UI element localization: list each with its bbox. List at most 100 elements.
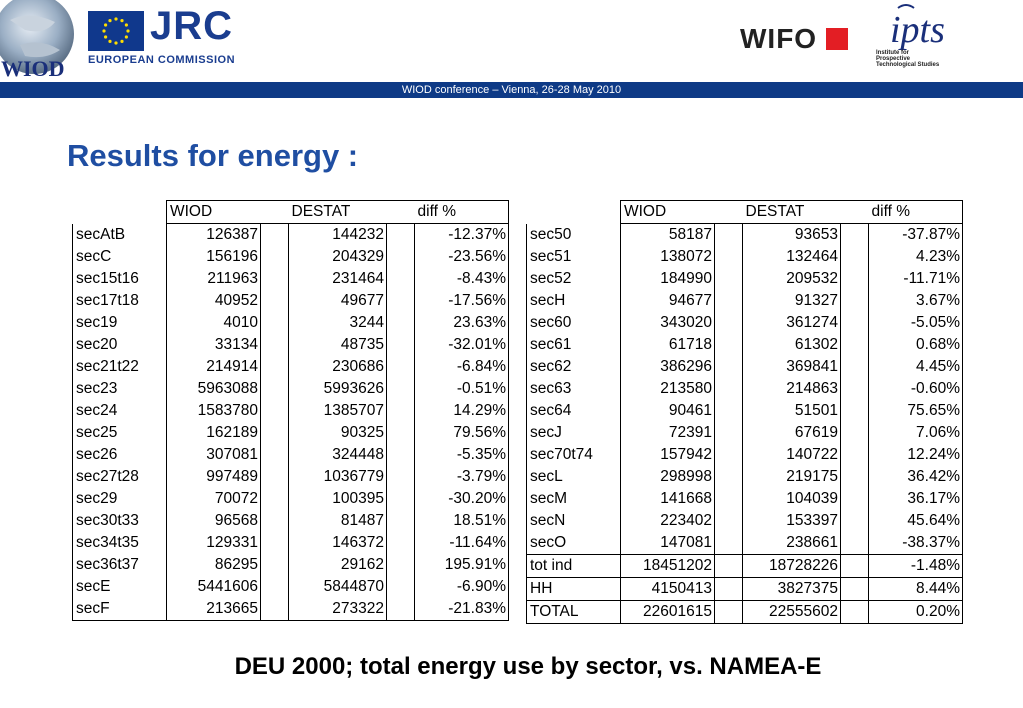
destat-cell: 51501	[742, 400, 841, 422]
diff-cell: 75.65%	[868, 400, 963, 422]
sector-cell: sec64	[526, 400, 621, 422]
gap-cell	[260, 576, 289, 598]
wiod-cell: 157942	[620, 444, 715, 466]
sector-cell: sec34t35	[72, 532, 167, 554]
sector-cell: secH	[526, 290, 621, 312]
gap-cell	[714, 532, 743, 555]
gap-cell	[714, 268, 743, 290]
gap-cell	[714, 246, 743, 268]
table-row: sec20 33134 48735 -32.01%	[72, 334, 509, 356]
sector-cell: sec27t28	[72, 466, 167, 488]
wiod-cell: 33134	[166, 334, 261, 356]
sector-cell: sec26	[72, 444, 167, 466]
gap-cell	[260, 400, 289, 422]
destat-cell: 231464	[288, 268, 387, 290]
destat-cell: 140722	[742, 444, 841, 466]
diff-cell: 12.24%	[868, 444, 963, 466]
gap-cell	[260, 510, 289, 532]
svg-text:ipts: ipts	[890, 9, 945, 51]
sector-cell: sec52	[526, 268, 621, 290]
destat-cell: 1036779	[288, 466, 387, 488]
destat-cell: 3827375	[742, 577, 841, 601]
wiod-cell: 86295	[166, 554, 261, 576]
sector-cell: sec70t74	[526, 444, 621, 466]
gap-cell	[714, 488, 743, 510]
diff-cell: 45.64%	[868, 510, 963, 532]
gap-cell	[386, 312, 415, 334]
gap-cell	[714, 312, 743, 334]
destat-cell: 100395	[288, 488, 387, 510]
gap-cell	[386, 576, 415, 598]
destat-cell: 146372	[288, 532, 387, 554]
gap-cell	[840, 312, 869, 334]
gap-cell	[386, 200, 415, 224]
sector-cell: secN	[526, 510, 621, 532]
diff-cell: -8.43%	[414, 268, 509, 290]
diff-cell: -38.37%	[868, 532, 963, 555]
destat-cell: 22555602	[742, 600, 841, 624]
table-row: sec27t28 997489 1036779 -3.79%	[72, 466, 509, 488]
gap-cell	[714, 577, 743, 601]
table-row: sec62 386296 369841 4.45%	[526, 356, 963, 378]
sector-cell: tot ind	[526, 554, 621, 578]
destat-cell: 273322	[288, 598, 387, 621]
gap-cell	[840, 223, 869, 246]
gap-cell	[386, 444, 415, 466]
table-row: secC 156196 204329 -23.56%	[72, 246, 509, 268]
destat-cell: 3244	[288, 312, 387, 334]
table-row: sec17t18 40952 49677 -17.56%	[72, 290, 509, 312]
diff-cell: 36.17%	[868, 488, 963, 510]
sector-cell: sec63	[526, 378, 621, 400]
diff-cell: -23.56%	[414, 246, 509, 268]
sector-cell: sec25	[72, 422, 167, 444]
gap-cell	[840, 466, 869, 488]
table-row: secAtB 126387 144232 -12.37%	[72, 223, 509, 246]
wiod-cell: 90461	[620, 400, 715, 422]
gap-cell	[260, 223, 289, 246]
gap-cell	[260, 268, 289, 290]
diff-cell: -21.83%	[414, 598, 509, 621]
wiod-cell: 129331	[166, 532, 261, 554]
diff-cell: 195.91%	[414, 554, 509, 576]
wiod-cell: 5441606	[166, 576, 261, 598]
sector-cell: TOTAL	[526, 600, 621, 624]
page-title: Results for energy :	[67, 138, 359, 173]
column-header: WIOD	[166, 200, 261, 224]
svg-text:WIOD: WIOD	[1, 56, 65, 80]
sector-cell: sec62	[526, 356, 621, 378]
gap-cell	[714, 600, 743, 624]
wiod-cell: 96568	[166, 510, 261, 532]
gap-cell	[386, 466, 415, 488]
gap-cell	[714, 378, 743, 400]
diff-cell: 4.45%	[868, 356, 963, 378]
wiod-cell: 40952	[166, 290, 261, 312]
sector-cell: sec30t33	[72, 510, 167, 532]
diff-cell: -11.71%	[868, 268, 963, 290]
caption: DEU 2000; total energy use by sector, vs…	[234, 653, 822, 680]
table-row: secE 5441606 5844870 -6.90%	[72, 576, 509, 598]
gap-cell	[714, 200, 743, 224]
table-row: sec24 1583780 1385707 14.29%	[72, 400, 509, 422]
gap-cell	[260, 378, 289, 400]
column-header: DESTAT	[742, 200, 841, 224]
gap-cell	[260, 554, 289, 576]
table-row: sec70t74 157942 140722 12.24%	[526, 444, 963, 466]
gap-cell	[840, 577, 869, 601]
column-header: DESTAT	[288, 200, 387, 224]
gap-cell	[260, 312, 289, 334]
destat-cell: 104039	[742, 488, 841, 510]
table-row: sec50 58187 93653 -37.87%	[526, 223, 963, 246]
gap-cell	[260, 466, 289, 488]
gap-cell	[840, 510, 869, 532]
diff-cell: -1.48%	[868, 554, 963, 578]
table-row: secH 94677 91327 3.67%	[526, 290, 963, 312]
destat-cell: 361274	[742, 312, 841, 334]
gap-cell	[840, 378, 869, 400]
gap-cell	[840, 422, 869, 444]
gap-cell	[840, 268, 869, 290]
wiod-cell: 211963	[166, 268, 261, 290]
destat-cell: 214863	[742, 378, 841, 400]
diff-cell: 4.23%	[868, 246, 963, 268]
diff-cell: -6.84%	[414, 356, 509, 378]
jrc-logo-text: JRC	[150, 4, 234, 48]
